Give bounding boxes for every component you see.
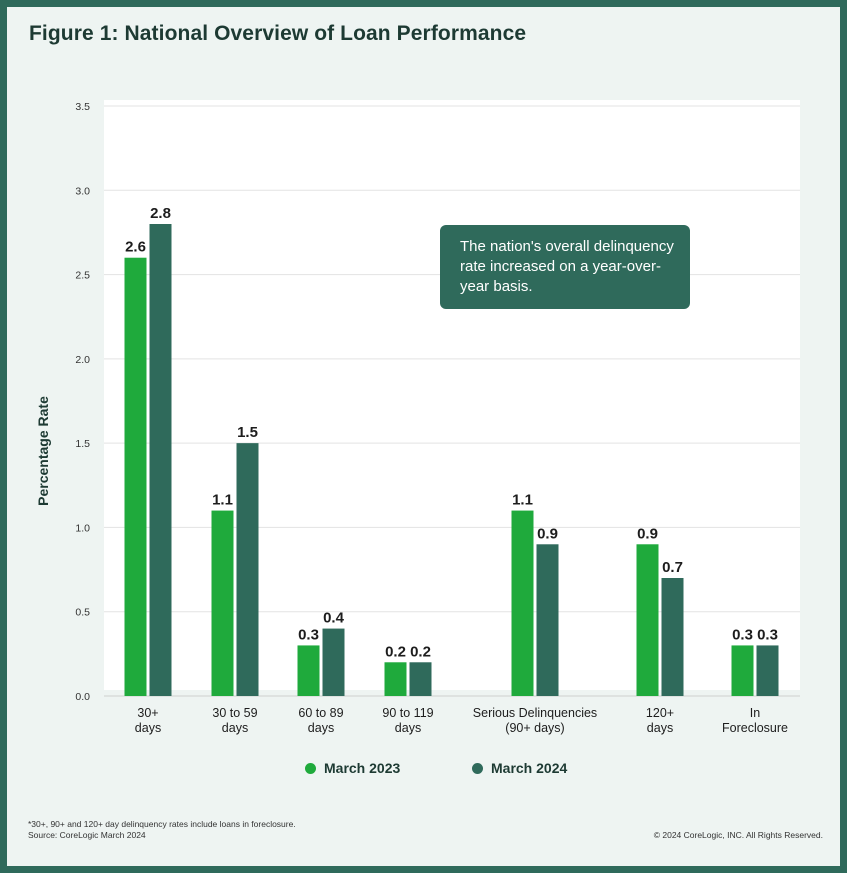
data-label: 0.4: [323, 610, 345, 627]
data-label: 2.8: [150, 205, 171, 222]
data-label: 1.5: [237, 424, 258, 441]
bar-march-2024: [322, 628, 345, 696]
footnote-line-1: *30+, 90+ and 120+ day delinquency rates…: [28, 819, 296, 829]
y-tick-label: 2.0: [75, 354, 90, 366]
y-tick-label: 3.5: [75, 101, 90, 113]
data-label: 1.1: [212, 492, 233, 509]
data-label: 1.1: [512, 492, 533, 509]
x-tick-label: days: [395, 721, 421, 735]
bar-march-2023: [384, 662, 407, 696]
legend-label-march-2023: March 2023: [324, 760, 401, 776]
figure-title: Figure 1: National Overview of Loan Perf…: [29, 22, 527, 45]
data-label: 0.9: [637, 525, 658, 542]
x-tick-label: days: [135, 721, 161, 735]
legend-swatch-march-2024: [472, 762, 483, 774]
data-label: 0.2: [410, 643, 431, 660]
x-tick-label: days: [647, 721, 673, 735]
data-label: 0.7: [662, 559, 683, 576]
bar-march-2023: [511, 510, 534, 696]
legend-swatch-march-2023: [305, 762, 316, 774]
y-axis-label: Percentage Rate: [35, 396, 51, 506]
data-label: 0.9: [537, 525, 558, 542]
footnote: *30+, 90+ and 120+ day delinquency rates…: [28, 819, 296, 841]
x-tick-label: 90 to 119: [382, 706, 433, 720]
x-tick-label: Serious Delinquencies: [473, 706, 597, 720]
callout-box: The nation's overall delinquency rate in…: [440, 225, 690, 309]
bar-march-2023: [636, 544, 659, 696]
x-tick-label: 60 to 89: [298, 706, 343, 720]
bar-march-2024: [149, 224, 172, 696]
bar-march-2024: [236, 443, 259, 696]
x-tick-label: (90+ days): [505, 721, 564, 735]
x-tick-label: days: [308, 721, 334, 735]
copyright-notice: © 2024 CoreLogic, INC. All Rights Reserv…: [653, 830, 823, 840]
bar-march-2024: [409, 662, 432, 696]
bar-march-2023: [124, 257, 147, 696]
data-label: 0.3: [732, 626, 753, 643]
legend-item-march-2023: March 2023: [305, 758, 400, 778]
y-tick-label: 2.5: [75, 270, 90, 282]
data-label: 2.6: [125, 239, 146, 256]
bar-march-2023: [297, 645, 320, 696]
y-tick-label: 1.5: [75, 438, 90, 450]
footnote-source: Source: CoreLogic March 2024: [28, 830, 146, 840]
bar-march-2024: [756, 645, 779, 696]
data-label: 0.3: [298, 626, 319, 643]
callout-text: The nation's overall delinquency rate in…: [460, 238, 674, 295]
x-tick-label: days: [222, 721, 248, 735]
x-tick-label: 120+: [646, 706, 674, 720]
x-tick-label: 30+: [137, 706, 158, 720]
legend-item-march-2024: March 2024: [472, 758, 567, 778]
data-label: 0.3: [757, 626, 778, 643]
bar-march-2024: [661, 578, 684, 696]
bar-march-2024: [536, 544, 559, 696]
y-tick-label: 1.0: [75, 522, 90, 534]
y-tick-label: 0.0: [75, 691, 90, 703]
bar-march-2023: [211, 510, 234, 696]
y-tick-label: 0.5: [75, 607, 90, 619]
x-tick-label: Foreclosure: [722, 721, 788, 735]
legend-label-march-2024: March 2024: [491, 760, 568, 776]
bar-march-2023: [731, 645, 754, 696]
data-label: 0.2: [385, 643, 406, 660]
x-tick-label: In: [750, 706, 760, 720]
x-tick-label: 30 to 59: [212, 706, 257, 720]
y-tick-label: 3.0: [75, 185, 90, 197]
